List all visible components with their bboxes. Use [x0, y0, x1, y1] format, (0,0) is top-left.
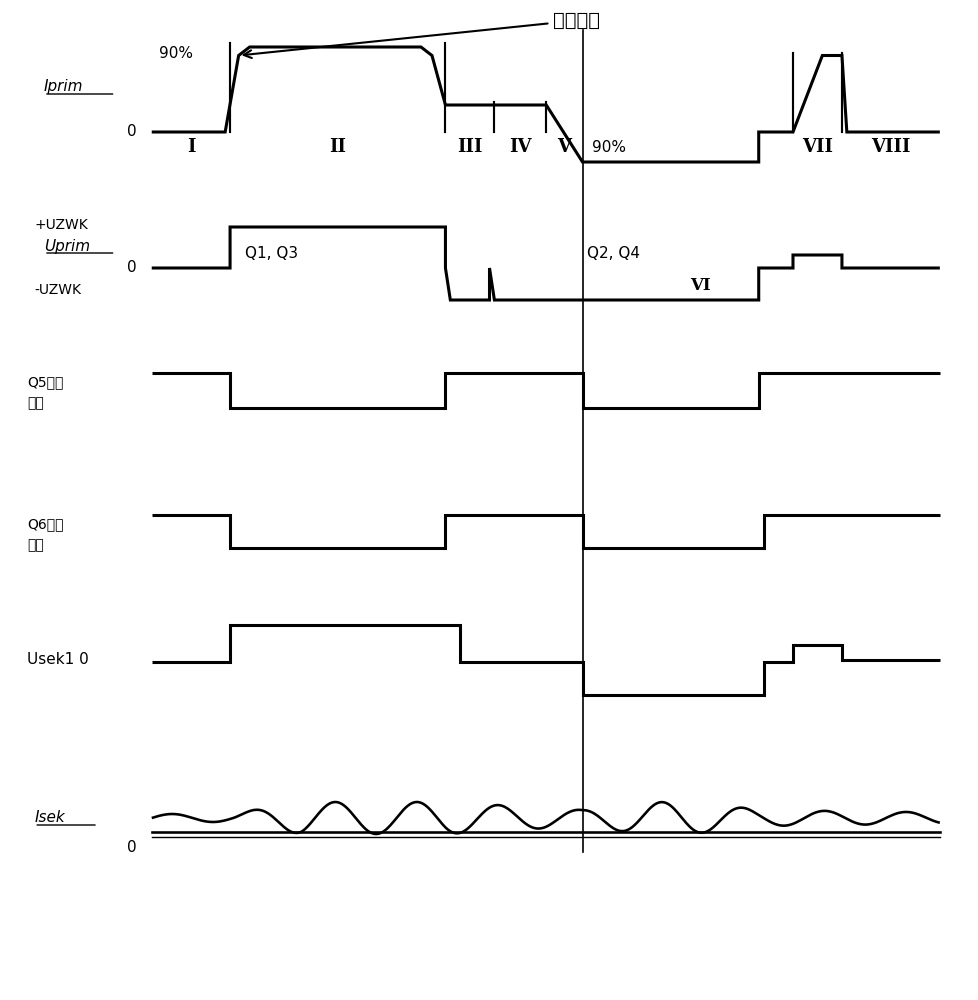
Text: 90%: 90%: [159, 46, 193, 61]
Text: V: V: [556, 138, 571, 156]
Text: 切断: 切断: [27, 396, 44, 410]
Text: 0: 0: [127, 840, 137, 854]
Text: Iprim: Iprim: [44, 80, 83, 95]
Text: +UZWK: +UZWK: [34, 218, 88, 232]
Text: I: I: [187, 138, 195, 156]
Text: VIII: VIII: [870, 138, 910, 156]
Text: -UZWK: -UZWK: [34, 283, 81, 297]
Text: Q5接通: Q5接通: [27, 375, 64, 389]
Text: 90%: 90%: [592, 139, 626, 154]
Text: VII: VII: [801, 138, 832, 156]
Text: Q2, Q4: Q2, Q4: [587, 245, 640, 260]
Text: Uprim: Uprim: [44, 238, 90, 253]
Text: 0: 0: [127, 123, 137, 138]
Text: Q1, Q3: Q1, Q3: [244, 245, 297, 260]
Text: Usek1 0: Usek1 0: [27, 652, 89, 668]
Text: Q6接通: Q6接通: [27, 517, 64, 531]
Text: VI: VI: [689, 276, 710, 294]
Text: II: II: [329, 138, 346, 156]
Text: IV: IV: [509, 138, 531, 156]
Text: Isek: Isek: [34, 810, 65, 826]
Text: 0: 0: [127, 259, 137, 274]
Text: III: III: [457, 138, 482, 156]
Text: 切断: 切断: [27, 538, 44, 552]
Text: 开关阀値: 开关阀値: [244, 11, 600, 58]
